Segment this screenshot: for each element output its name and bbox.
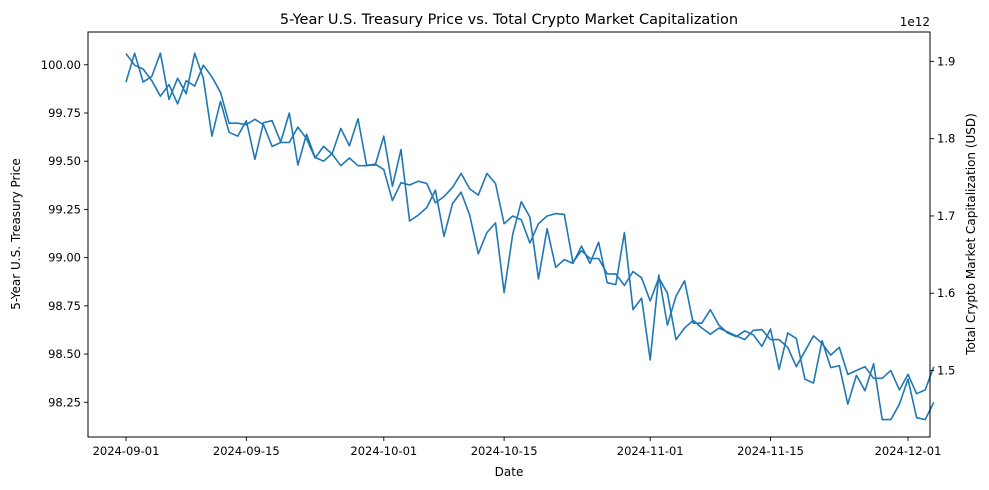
y-left-tick-label: 99.25 (48, 202, 81, 216)
y-left-tick-label: 99.00 (48, 251, 81, 265)
y-left-tick-label: 98.75 (48, 299, 81, 313)
y-right-tick-label: 1.6 (937, 286, 955, 300)
y-axis-right: 1.5 1.6 1.7 1.8 1.9 (930, 54, 955, 378)
x-tick-label: 2024-12-01 (875, 444, 942, 458)
x-axis-label: Date (495, 465, 524, 479)
x-tick-label: 2024-11-15 (737, 444, 804, 458)
x-tick-label: 2024-10-01 (350, 444, 417, 458)
plot-lines (125, 52, 935, 421)
chart-title: 5-Year U.S. Treasury Price vs. Total Cry… (280, 12, 738, 28)
y-right-tick-label: 1.5 (937, 364, 955, 378)
series-line-treasury (125, 52, 935, 421)
series-line-crypto (125, 53, 935, 395)
y-left-tick-label: 100.00 (41, 58, 81, 72)
x-tick-label: 2024-09-15 (213, 444, 280, 458)
y-left-tick-label: 99.75 (48, 106, 81, 120)
y-left-tick-label: 99.50 (48, 154, 81, 168)
x-axis: 2024-09-01 2024-09-15 2024-10-01 2024-10-15… (93, 437, 942, 458)
y-right-tick-label: 1.7 (937, 209, 955, 223)
plot-frame (87, 31, 931, 438)
y-left-tick-label: 98.50 (48, 347, 81, 361)
y-axis-left: 98.25 98.50 98.75 99.00 99.25 99.50 99.75 100.0… (41, 58, 88, 409)
y-axis-left-label: 5-Year U.S. Treasury Price (9, 158, 23, 310)
x-tick-label: 2024-10-15 (471, 444, 538, 458)
y-right-tick-label: 1.9 (937, 54, 955, 68)
y-axis-right-label: Total Crypto Market Capitalization (USD) (964, 113, 978, 356)
y-left-tick-label: 98.25 (48, 395, 81, 409)
y-right-tick-label: 1.8 (937, 132, 955, 146)
x-tick-label: 2024-11-01 (617, 444, 684, 458)
x-tick-label: 2024-09-01 (93, 444, 160, 458)
right-axis-offset-label: 1e12 (900, 15, 930, 29)
